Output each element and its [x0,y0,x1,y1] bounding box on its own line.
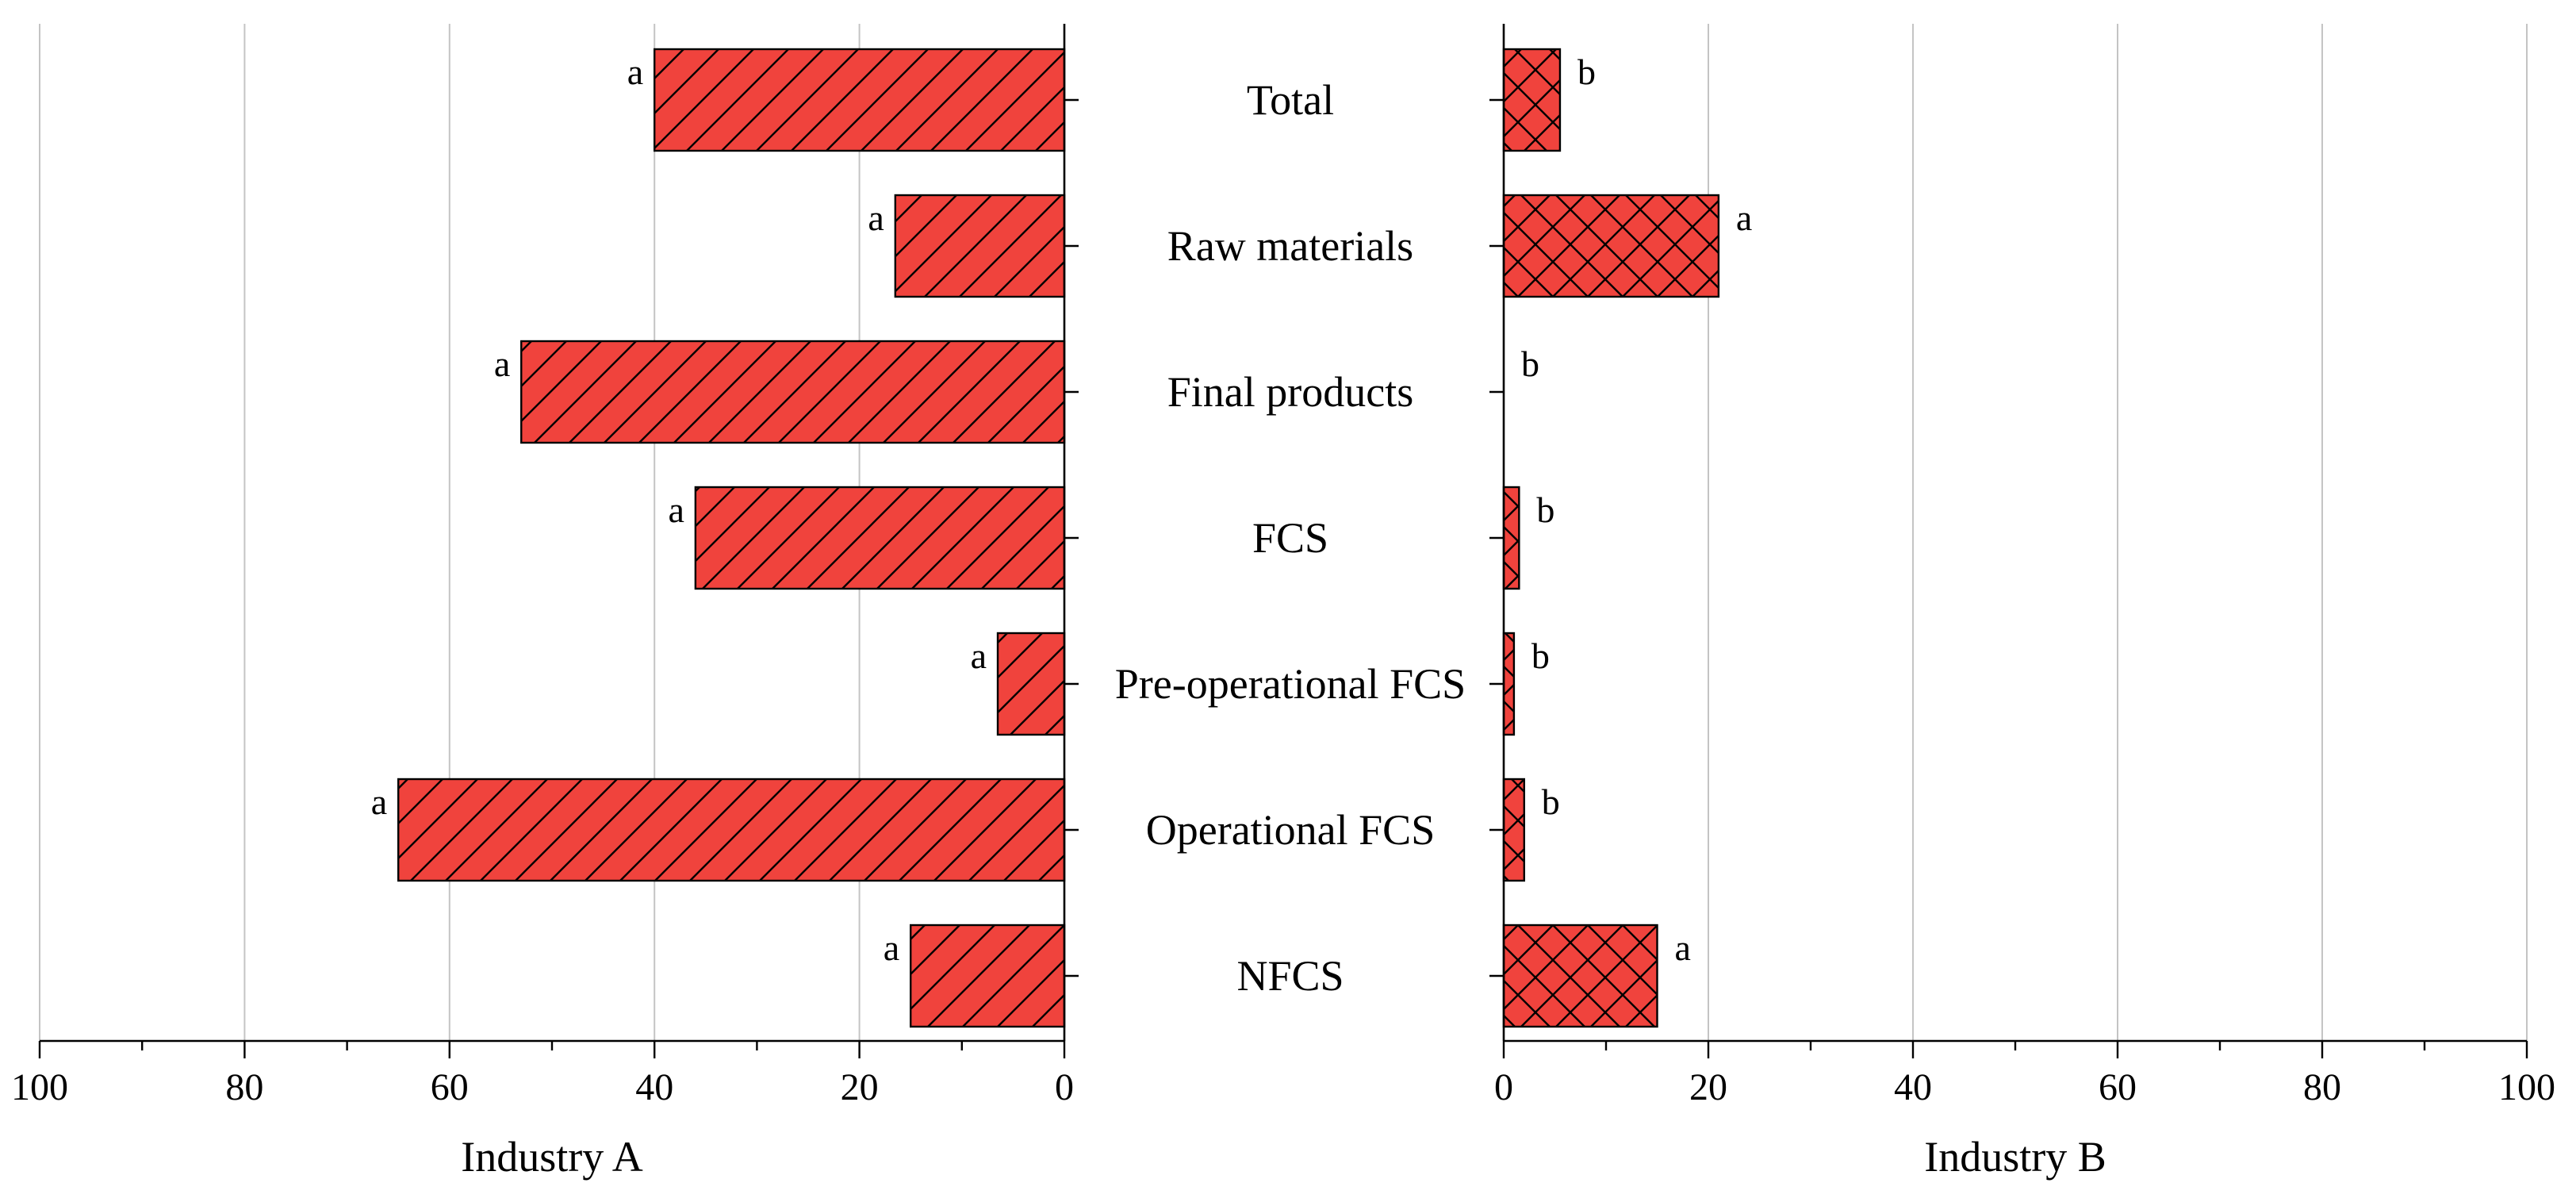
bar-layer [397,48,1720,1028]
significance-label-right: a [1736,198,1752,238]
xtick-label-left: 100 [11,1066,68,1108]
xtick-label-right: 80 [2303,1066,2341,1108]
category-label: FCS [1252,514,1328,562]
xtick-label-left: 0 [1055,1066,1074,1108]
significance-label-left: a [868,198,884,238]
grid-layer [39,24,2528,1041]
bar-right-hatch [1502,632,1516,736]
bar-right-hatch [1502,48,1562,152]
bar-right-hatch [1502,778,1525,882]
bar-left-hatch [397,778,1066,882]
xtick-label-right: 0 [1494,1066,1513,1108]
category-label: Pre-operational FCS [1115,660,1466,708]
bar-left-hatch [654,48,1066,152]
significance-label-left: a [668,490,684,530]
xtick-label-left: 60 [431,1066,469,1108]
significance-label-left: a [884,927,899,968]
category-label: NFCS [1236,952,1344,1000]
bar-left-hatch [996,632,1066,736]
category-label: Operational FCS [1146,806,1435,854]
significance-label-right: b [1536,490,1554,530]
label-layer: a b Total a a Raw materials a b Final products a b… [11,52,2555,1181]
xtick-label-left: 20 [841,1066,879,1108]
xtick-label-right: 60 [2099,1066,2137,1108]
xtick-label-right: 100 [2498,1066,2555,1108]
bar-right-hatch [1502,486,1520,590]
category-label: Raw materials [1167,222,1413,270]
bar-right-hatch [1502,194,1720,298]
category-label: Total [1247,76,1334,124]
significance-label-left: a [494,344,510,384]
significance-label-left: a [371,781,387,822]
x-axis-title-left: Industry A [461,1133,643,1181]
bar-left-hatch [894,194,1066,298]
xtick-label-left: 80 [225,1066,263,1108]
axis-layer [38,24,2528,1058]
significance-label-right: b [1531,636,1550,676]
xtick-label-right: 40 [1894,1066,1932,1108]
significance-label-right: b [1577,52,1596,92]
category-label: Final products [1167,368,1413,416]
significance-label-right: a [1675,927,1691,968]
bar-left-hatch [909,924,1066,1028]
xtick-label-left: 40 [635,1066,673,1108]
significance-label-left: a [971,636,987,676]
x-axis-title-right: Industry B [1924,1133,2106,1181]
bar-right-hatch [1502,924,1658,1028]
significance-label-left: a [627,52,643,92]
xtick-label-right: 20 [1689,1066,1727,1108]
significance-label-right: b [1521,344,1539,384]
significance-label-right: b [1542,781,1560,822]
bar-left-hatch [694,486,1066,590]
bar-left-hatch [520,340,1066,444]
